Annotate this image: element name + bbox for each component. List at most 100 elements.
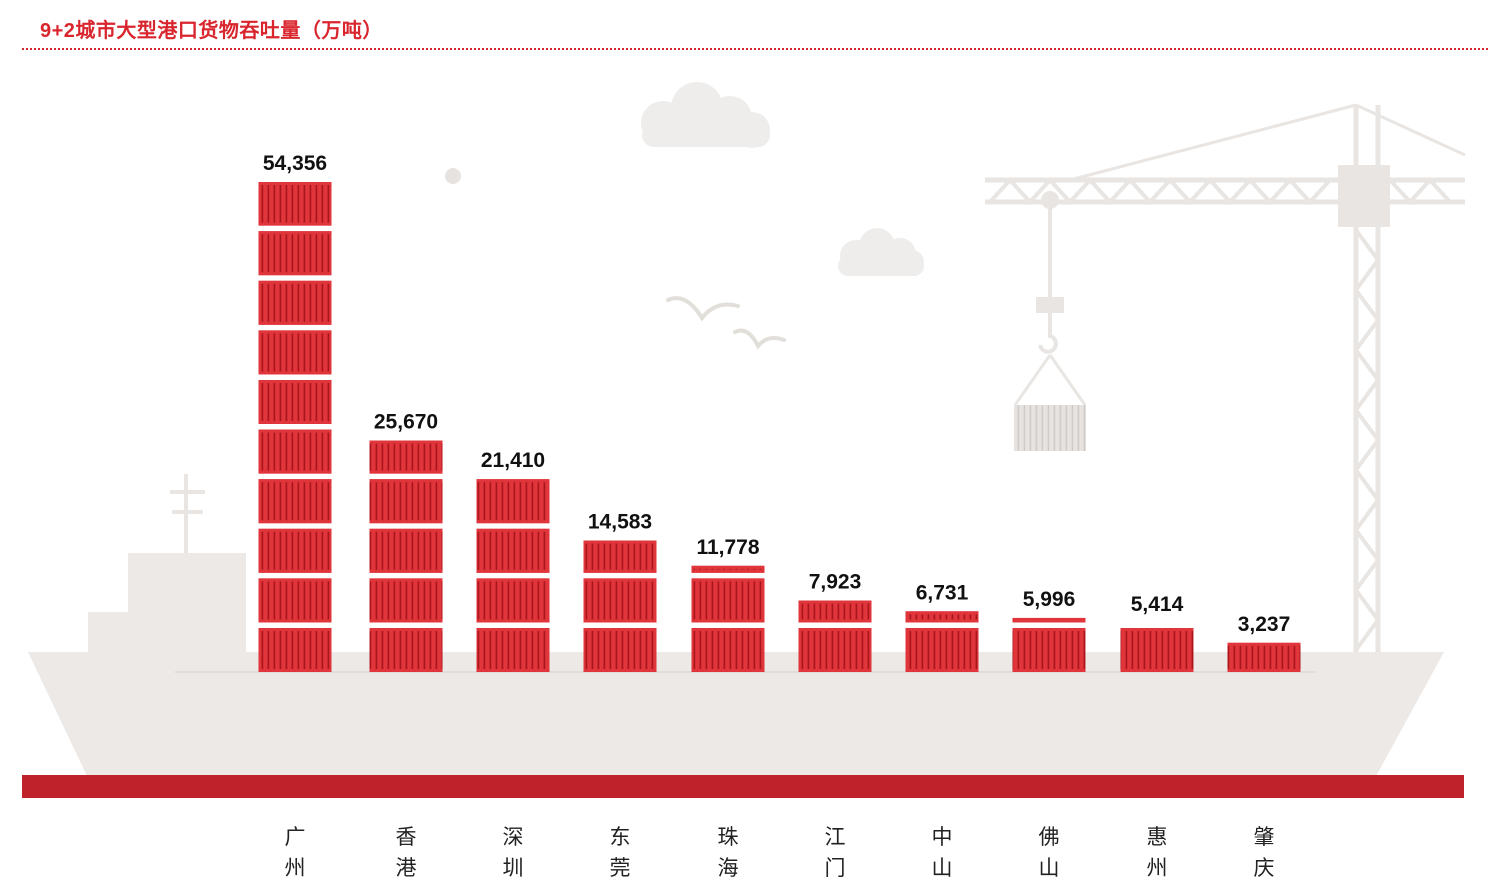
crane-cab (1338, 165, 1390, 227)
value-label: 14,583 (588, 511, 652, 534)
container-top-rail (476, 578, 550, 582)
bar (798, 600, 872, 672)
container-top-rail (583, 578, 657, 582)
ship-illustration (28, 474, 1444, 778)
value-label: 5,996 (1023, 588, 1076, 611)
value-label: 6,731 (916, 581, 969, 604)
container-bottom-rail (258, 321, 332, 325)
container-block (369, 628, 443, 672)
container-bottom-rail (798, 619, 872, 623)
container-top-rail (258, 330, 332, 334)
category-label: 香港 (396, 825, 417, 880)
container-block (258, 280, 332, 325)
container-block (258, 628, 332, 672)
bird-icon (666, 296, 740, 322)
container-top-rail (369, 578, 443, 582)
container-block (905, 611, 979, 623)
value-label: 25,670 (374, 411, 438, 434)
bar (583, 540, 657, 672)
container-block (258, 578, 332, 623)
container-bottom-rail (258, 371, 332, 375)
category-label: 广州 (285, 825, 306, 880)
container-block (691, 565, 765, 573)
container-top-rail (258, 429, 332, 433)
container-block (583, 578, 657, 623)
container-block (1227, 642, 1301, 672)
category-label: 东莞 (610, 825, 631, 880)
crane-pulley (1041, 191, 1059, 209)
container-top-rail (1227, 642, 1301, 646)
container-top-rail (1012, 628, 1086, 631)
container-top-rail (905, 611, 979, 615)
container-bottom-rail (476, 569, 550, 573)
bar (476, 479, 550, 672)
hanging-container-icon (1014, 405, 1086, 451)
container-bottom-rail (691, 569, 765, 573)
container-top-rail (258, 380, 332, 383)
container-top-rail (258, 182, 332, 185)
container-bottom-rail (1227, 669, 1301, 672)
container-top-rail (476, 628, 550, 631)
container-block (691, 628, 765, 672)
chart-title: 9+2城市大型港口货物吞吐量（万吨） (40, 20, 383, 42)
category-label: 肇庆 (1254, 825, 1275, 880)
container-top-rail (258, 479, 332, 483)
container-block (258, 182, 332, 226)
container-block (476, 479, 550, 524)
container-top-rail (258, 528, 332, 532)
bar (1120, 628, 1194, 672)
container-block (1120, 628, 1194, 672)
container-top-rail (583, 628, 657, 631)
container-top-rail (476, 479, 550, 483)
category-label: 中山 (932, 825, 953, 880)
container-bottom-rail (369, 470, 443, 474)
container-top-rail (798, 628, 872, 631)
container-block (476, 628, 550, 672)
category-label: 佛山 (1039, 825, 1060, 880)
container-bottom-rail (1120, 669, 1194, 672)
container-top-rail (583, 540, 657, 544)
container-top-rail (476, 528, 550, 532)
category-label: 惠州 (1147, 825, 1168, 880)
title-divider (22, 48, 1488, 50)
container-bottom-rail (583, 619, 657, 623)
container-bottom-rail (905, 669, 979, 672)
container-top-rail (691, 565, 765, 569)
container-block (258, 479, 332, 524)
container-block (369, 528, 443, 573)
container-bottom-rail (369, 619, 443, 623)
container-bottom-rail (691, 669, 765, 672)
container-bottom-rail (258, 569, 332, 573)
container-bottom-rail (258, 619, 332, 623)
container-top-rail (369, 628, 443, 631)
container-top-rail (369, 528, 443, 532)
container-bottom-rail (905, 619, 979, 623)
container-top-rail (258, 231, 332, 235)
container-block (691, 578, 765, 623)
container-block (905, 628, 979, 672)
container-block (583, 540, 657, 573)
container-block (476, 528, 550, 573)
container-bottom-rail (476, 669, 550, 672)
value-label: 11,778 (696, 536, 759, 559)
container-bottom-rail (476, 520, 550, 524)
container-bottom-rail (258, 669, 332, 672)
container-block (798, 600, 872, 623)
category-label: 珠海 (718, 825, 739, 880)
cloud-icon (838, 228, 924, 276)
container-top-rail (369, 479, 443, 483)
bird-icon (733, 328, 786, 350)
container-top-rail (691, 628, 765, 631)
container-bottom-rail (1012, 669, 1086, 672)
container-bottom-rail (369, 669, 443, 672)
bar (905, 611, 979, 672)
container-top-rail (798, 600, 872, 604)
value-label: 21,410 (481, 449, 545, 472)
crane-illustration (985, 103, 1466, 655)
container-block (369, 440, 443, 474)
container-top-rail (691, 578, 765, 582)
container-top-rail (258, 578, 332, 582)
container-block (258, 380, 332, 424)
category-label: 深圳 (503, 825, 524, 880)
